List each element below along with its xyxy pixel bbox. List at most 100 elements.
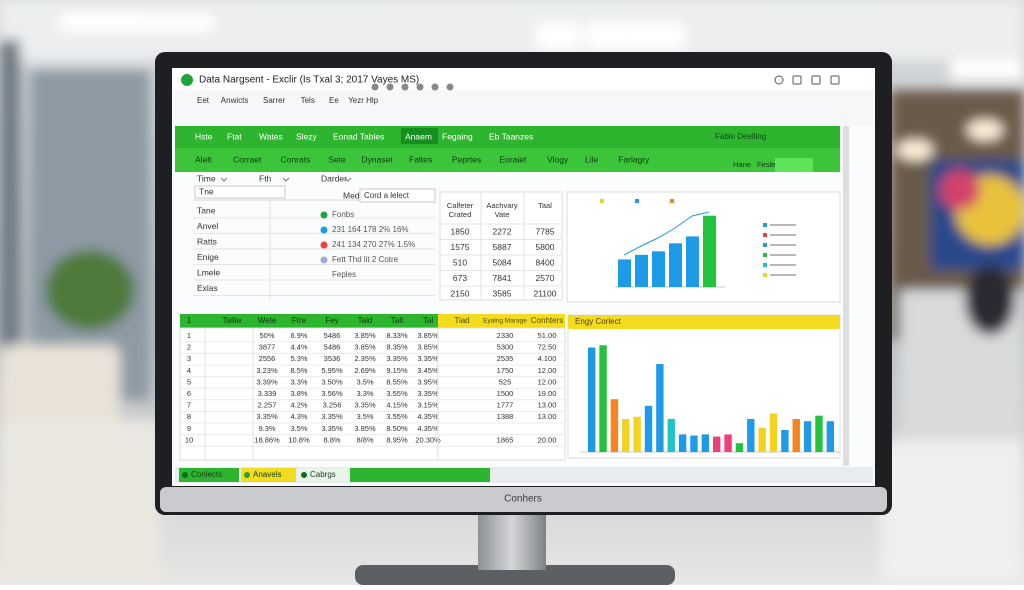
menu-item[interactable]: Ee bbox=[329, 96, 339, 105]
column-header[interactable]: Wete bbox=[258, 316, 277, 325]
summary-cell: 7785 bbox=[536, 226, 555, 236]
ribbon-tab[interactable]: Anaem bbox=[405, 131, 432, 141]
ribbon-group[interactable]: Sete bbox=[328, 154, 346, 164]
toolbar-icon[interactable] bbox=[416, 83, 424, 91]
ribbon-group[interactable]: Dynaset bbox=[361, 154, 393, 164]
sheet-cell: 5300 bbox=[497, 343, 514, 352]
ribbon-tab[interactable]: Eb Taanzes bbox=[489, 131, 533, 141]
ribbon-link[interactable]: Fable Deelling bbox=[715, 132, 766, 141]
bottom-chart-titlebar bbox=[568, 315, 840, 329]
menu-item[interactable]: Anwicts bbox=[221, 96, 249, 105]
sheet-cell: 20.00 bbox=[538, 435, 557, 444]
summary-header: Calfeter Crated bbox=[447, 201, 474, 219]
ribbon-group[interactable]: Vlogy bbox=[547, 154, 569, 164]
column-header[interactable]: Talite bbox=[223, 316, 242, 325]
sheet-tab[interactable] bbox=[241, 468, 296, 482]
sheet-cell: 50% bbox=[259, 331, 274, 340]
sheet-cell: 3877 bbox=[259, 343, 276, 352]
trend-line bbox=[623, 211, 710, 256]
sheet-cell: 3.95% bbox=[417, 377, 439, 386]
legend-swatch bbox=[763, 233, 767, 237]
column-header[interactable]: Tald bbox=[358, 316, 373, 325]
sheet-tab[interactable] bbox=[179, 468, 239, 482]
sheet-cell: 3536 bbox=[324, 354, 341, 363]
name-box[interactable] bbox=[194, 185, 286, 199]
toolbar-icon[interactable] bbox=[401, 83, 409, 91]
scrollbar bbox=[843, 126, 849, 466]
monitor-chin bbox=[160, 487, 887, 512]
sheet-cell: 10 bbox=[185, 435, 193, 444]
selector-box[interactable] bbox=[359, 188, 436, 203]
sheet-cell: 3.85% bbox=[354, 331, 376, 340]
sheet-cell: 3.3% bbox=[290, 377, 307, 386]
bar bbox=[815, 415, 823, 452]
ribbon-tab[interactable]: Eonad Tables bbox=[333, 131, 384, 141]
list-item: 231 164 178 2% 16% bbox=[332, 225, 409, 234]
menu-item[interactable]: Sarrer bbox=[263, 96, 286, 105]
column-header[interactable]: Ftre bbox=[292, 316, 307, 325]
ribbon-button[interactable]: Fesle bbox=[757, 160, 775, 169]
sheet-cell: 20.30% bbox=[415, 435, 441, 444]
toolbar-icon[interactable] bbox=[446, 83, 454, 91]
ribbon-tab[interactable]: Ftat bbox=[227, 131, 242, 141]
filter-label[interactable]: Darder bbox=[321, 173, 347, 183]
sheet-cell: 2535 bbox=[497, 354, 514, 363]
sheet-cell: 1 bbox=[187, 331, 191, 340]
sheet-cell: 3.256 bbox=[323, 401, 342, 410]
bar bbox=[669, 243, 682, 287]
sheet-cell: 4 bbox=[187, 366, 191, 375]
sheet-tab-label[interactable]: Conlects bbox=[191, 470, 222, 479]
menu-item[interactable]: Eet bbox=[197, 96, 210, 105]
dropdown-arrow bbox=[220, 177, 228, 182]
ribbon-group[interactable]: Alelt bbox=[195, 154, 212, 164]
stand-base bbox=[355, 565, 675, 585]
sheet-tab-label[interactable]: Anavels bbox=[253, 470, 281, 479]
ribbon-group[interactable]: Faltes bbox=[409, 154, 432, 164]
sheet-cell: 6 bbox=[187, 389, 191, 398]
ribbon-tab[interactable]: Hste bbox=[195, 131, 213, 141]
sheet-header-yellow bbox=[438, 314, 565, 328]
sheet-tab[interactable] bbox=[298, 468, 348, 482]
title-bar bbox=[175, 70, 873, 90]
column-header[interactable]: Conhters bbox=[531, 316, 563, 325]
menu-item[interactable]: Yezr Hlp bbox=[348, 96, 378, 105]
sheet-tab-label[interactable]: Cabrgs bbox=[310, 470, 336, 479]
window-button[interactable] bbox=[830, 75, 840, 85]
ribbon-button[interactable]: Hane bbox=[733, 160, 751, 169]
ribbon-tab[interactable]: Slezy bbox=[296, 131, 318, 141]
ribbon-group[interactable]: Conrats bbox=[281, 154, 311, 164]
ribbon-group[interactable]: Peprtes bbox=[452, 154, 481, 164]
toolbar-icon[interactable] bbox=[386, 83, 394, 91]
bar bbox=[652, 251, 665, 287]
ribbon-group[interactable]: Lile bbox=[585, 154, 599, 164]
column-header[interactable]: Fey bbox=[325, 316, 338, 325]
toolbar-icon[interactable] bbox=[371, 83, 379, 91]
sheet-cell: 3.35% bbox=[256, 412, 278, 421]
ribbon-action[interactable] bbox=[775, 158, 813, 172]
row-label: Lmele bbox=[197, 267, 220, 277]
window-button[interactable] bbox=[792, 75, 802, 85]
legend-swatch bbox=[600, 199, 604, 203]
ribbon-tab[interactable]: Wates bbox=[259, 131, 283, 141]
filter-label[interactable]: Time bbox=[197, 173, 216, 183]
menu-bar bbox=[175, 90, 873, 126]
sheet-cell: 3.5% bbox=[356, 377, 373, 386]
column-header[interactable]: 1 bbox=[187, 316, 192, 325]
ribbon-group[interactable]: Corraet bbox=[233, 154, 262, 164]
sheet-cell: 3.15% bbox=[417, 401, 439, 410]
ribbon-tab[interactable]: Fegaing bbox=[442, 131, 473, 141]
window-button[interactable] bbox=[774, 75, 784, 85]
sheet-cell: 3.85% bbox=[417, 331, 439, 340]
filter-label[interactable]: Fth bbox=[259, 173, 272, 183]
ribbon-group[interactable]: Farlagry bbox=[618, 154, 650, 164]
column-header[interactable]: Tiad bbox=[454, 316, 469, 325]
toolbar-icon[interactable] bbox=[431, 83, 439, 91]
ribbon-group[interactable]: Eoraiet bbox=[499, 154, 527, 164]
bar bbox=[781, 430, 789, 452]
window-button[interactable] bbox=[811, 75, 821, 85]
menu-item[interactable]: Tels bbox=[301, 96, 315, 105]
column-header[interactable]: Talt bbox=[391, 316, 404, 325]
column-header[interactable]: Tal bbox=[423, 316, 433, 325]
column-header[interactable]: Eyalng Marage bbox=[483, 318, 527, 325]
summary-cell: 510 bbox=[453, 257, 467, 267]
